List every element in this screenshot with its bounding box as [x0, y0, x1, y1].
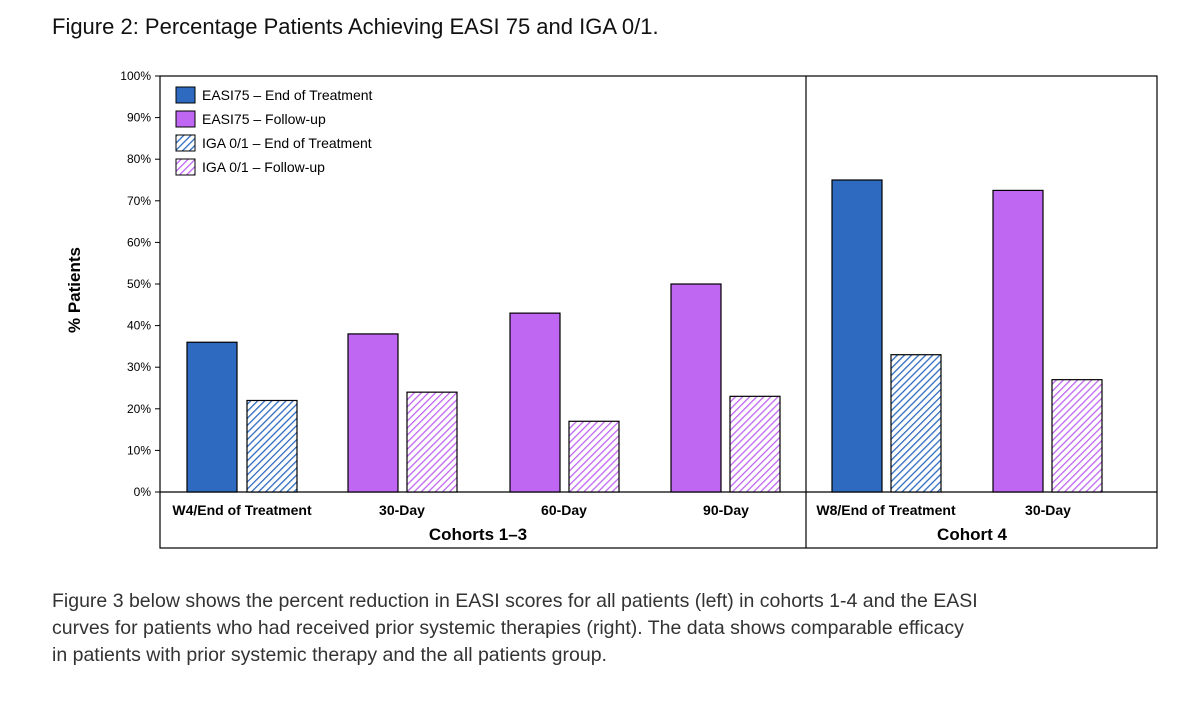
y-tick-label: 30% — [127, 360, 151, 374]
x-category-label: 90-Day — [703, 502, 749, 518]
bars — [186, 179, 1103, 493]
figure-title: Figure 2: Percentage Patients Achieving … — [52, 14, 659, 39]
y-tick-label: 40% — [127, 319, 151, 333]
y-tick-label: 60% — [127, 235, 151, 249]
legend-label: IGA 0/1 – End of Treatment — [202, 135, 372, 151]
y-tick-label: 90% — [127, 111, 151, 125]
bar-easi75-follow-up — [670, 283, 722, 493]
legend-label: EASI75 – End of Treatment — [202, 87, 373, 103]
caption: Figure 3 below shows the percent reducti… — [52, 588, 1162, 669]
bar-easi75-follow-up — [992, 189, 1044, 493]
y-tick-label: 80% — [127, 152, 151, 166]
caption-line: curves for patients who had received pri… — [52, 617, 964, 639]
legend-swatch — [175, 158, 196, 176]
legend: EASI75 – End of Treatment EASI75 – Follow… — [173, 84, 399, 184]
x-category-label: W8/End of Treatment — [816, 502, 956, 518]
x-category-label: W4/End of Treatment — [172, 502, 312, 518]
legend-swatch — [175, 86, 196, 104]
legend-swatch — [175, 110, 196, 128]
chart-frame — [159, 75, 1158, 549]
bar-iga01-follow-up — [406, 391, 458, 493]
bar-iga01-end-of-treatment — [890, 354, 942, 493]
x-group-label: Cohorts 1–3 — [429, 525, 527, 544]
y-tick-label: 70% — [127, 194, 151, 208]
x-axis: W4/End of Treatment 30-Day 60-Day 90-Day W8/… — [172, 502, 1071, 544]
bar-chart: 0% 10% 20% 30% 40% 50% 60% 70% 80% 90% 100% W4/End… — [65, 69, 1158, 549]
y-tick-label: 50% — [127, 277, 151, 291]
x-group-label: Cohort 4 — [937, 525, 1007, 544]
y-tick-label: 100% — [120, 69, 151, 83]
y-tick-label: 20% — [127, 402, 151, 416]
legend-swatch — [175, 134, 196, 152]
y-tick-label: 10% — [127, 443, 151, 457]
y-axis: 0% 10% 20% 30% 40% 50% 60% 70% 80% 90% 100% — [120, 69, 160, 499]
bar-iga01-follow-up — [568, 420, 620, 493]
caption-line: Figure 3 below shows the percent reducti… — [52, 590, 978, 612]
x-category-label: 30-Day — [379, 502, 425, 518]
bar-easi75-end-of-treatment — [186, 341, 238, 493]
y-tick-label: 0% — [134, 485, 152, 499]
plot-border — [159, 75, 1158, 549]
y-axis-label: % Patients — [65, 247, 84, 333]
caption-line: in patients with prior systemic therapy … — [52, 644, 607, 666]
bar-iga01-follow-up — [1051, 379, 1103, 493]
legend-label: IGA 0/1 – Follow-up — [202, 159, 325, 175]
bar-iga01-end-of-treatment — [246, 399, 298, 493]
bar-easi75-follow-up — [509, 312, 561, 493]
bar-easi75-end-of-treatment — [831, 179, 883, 493]
x-category-label: 60-Day — [541, 502, 587, 518]
bar-iga01-follow-up — [729, 395, 781, 493]
legend-background — [173, 84, 399, 184]
bar-easi75-follow-up — [347, 333, 399, 493]
legend-label: EASI75 – Follow-up — [202, 111, 326, 127]
x-category-label: 30-Day — [1025, 502, 1071, 518]
